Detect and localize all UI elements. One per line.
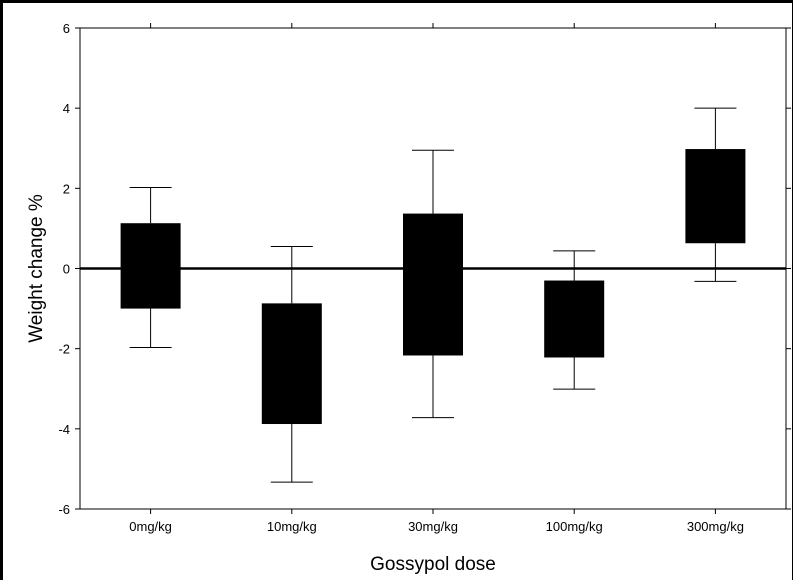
box-group (120, 187, 181, 348)
x-tick-label: 300mg/kg (687, 519, 744, 534)
box (544, 280, 605, 358)
box (685, 149, 746, 244)
box (120, 223, 181, 309)
y-tick-label: 4 (63, 101, 70, 116)
x-axis: 0mg/kg 10mg/kg 30mg/kg 100mg/kg 300mg/kg (129, 23, 744, 534)
y-tick-label: 6 (63, 21, 70, 36)
x-tick-label: 0mg/kg (129, 519, 172, 534)
box-group (403, 149, 463, 419)
x-tick-label: 30mg/kg (408, 519, 458, 534)
box-group (544, 250, 605, 390)
box (261, 303, 322, 425)
y-tick-label: 0 (63, 262, 70, 277)
box (403, 213, 463, 356)
y-tick-label: -6 (58, 502, 70, 517)
x-tick-label: 10mg/kg (267, 519, 317, 534)
y-tick-label: 2 (63, 181, 70, 196)
box-group (261, 245, 322, 483)
box-group (685, 107, 746, 282)
x-tick-label: 100mg/kg (546, 519, 603, 534)
y-tick-label: -4 (58, 422, 70, 437)
series-boxes (120, 107, 746, 483)
x-axis-title: Gossypol dose (370, 554, 496, 575)
y-axis-title: Weight change % (26, 194, 47, 343)
y-axis: -6 -4 -2 0 2 4 6 (58, 21, 791, 517)
y-tick-label: -2 (58, 342, 70, 357)
